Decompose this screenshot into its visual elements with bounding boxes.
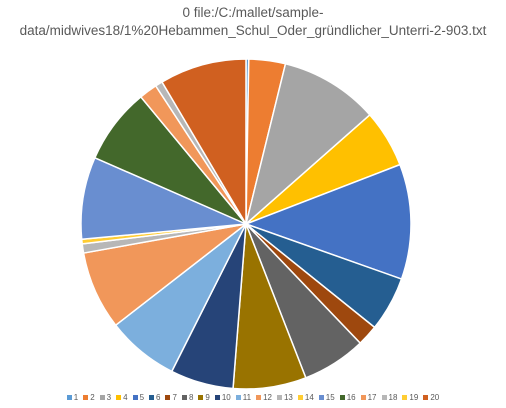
legend-item-6: 6 <box>149 393 160 402</box>
legend-item-3: 3 <box>99 393 112 402</box>
legend-label-12: 12 <box>263 393 272 402</box>
legend-label-15: 15 <box>325 393 335 402</box>
legend-label-9: 9 <box>205 393 210 402</box>
legend-item-12: 12 <box>256 393 272 402</box>
chart-title-line-2: data/midwives18/1%20Hebammen_Schul_Oder_… <box>19 23 487 38</box>
legend-item-10: 10 <box>214 393 231 402</box>
pie-slice-5 <box>243 163 412 280</box>
legend-swatch-17 <box>360 395 366 400</box>
legend-item-8: 8 <box>181 393 194 402</box>
legend-label-11: 11 <box>242 393 252 402</box>
legend-item-15: 15 <box>318 393 335 402</box>
legend-label-7: 7 <box>172 393 177 402</box>
legend-swatch-15 <box>318 395 324 400</box>
legend-item-11: 11 <box>235 393 252 402</box>
legend-label-3: 3 <box>106 393 112 402</box>
legend-swatch-18 <box>381 395 387 400</box>
legend-swatch-20 <box>423 395 429 400</box>
pie-slice-3 <box>244 62 371 227</box>
legend-swatch-2 <box>83 395 89 400</box>
legend-swatch-4 <box>116 395 122 400</box>
chart-title-line-1: 0 file:/C:/mallet/sample- <box>182 5 324 20</box>
legend-swatch-13 <box>276 395 282 400</box>
legend-label-1: 1 <box>73 393 79 402</box>
pie-slice-20 <box>161 58 247 227</box>
legend-label-6: 6 <box>156 393 161 402</box>
legend-swatch-11 <box>235 395 241 400</box>
legend-item-19: 19 <box>402 393 418 402</box>
legend-label-20: 20 <box>430 393 440 402</box>
legend-item-9: 9 <box>198 393 210 402</box>
legend-swatch-3 <box>99 395 105 400</box>
legend-label-18: 18 <box>388 393 398 402</box>
legend-swatch-19 <box>402 395 408 400</box>
legend-swatch-9 <box>198 395 204 400</box>
legend-swatch-5 <box>132 395 138 400</box>
legend-label-14: 14 <box>304 393 314 402</box>
legend-item-1: 1 <box>66 393 79 402</box>
legend-swatch-6 <box>149 395 155 400</box>
legend-label-10: 10 <box>221 393 231 402</box>
legend-label-2: 2 <box>90 393 95 402</box>
legend-swatch-1 <box>66 395 72 400</box>
legend-item-18: 18 <box>381 393 398 402</box>
legend-label-8: 8 <box>188 393 194 402</box>
legend-item-5: 5 <box>132 393 145 402</box>
legend-swatch-8 <box>181 395 187 400</box>
legend-item-17: 17 <box>360 393 377 402</box>
legend-item-14: 14 <box>297 393 314 402</box>
legend-swatch-12 <box>256 395 262 400</box>
legend-swatch-7 <box>165 395 171 400</box>
legend-swatch-10 <box>214 395 220 400</box>
legend-label-5: 5 <box>139 393 145 402</box>
legend-label-4: 4 <box>123 393 128 402</box>
legend-item-13: 13 <box>276 393 293 402</box>
legend-item-20: 20 <box>423 393 439 402</box>
legend-item-16: 16 <box>339 393 356 402</box>
legend-swatch-16 <box>339 395 345 400</box>
legend-label-17: 17 <box>367 393 377 402</box>
legend: 1 2 3 4 5 6 7 8 9 10 11 12 13 14 15 16 17 18 19 20 <box>0 393 506 402</box>
legend-swatch-14 <box>297 395 303 400</box>
legend-item-2: 2 <box>83 393 95 402</box>
legend-label-13: 13 <box>283 393 293 402</box>
legend-item-4: 4 <box>116 393 128 402</box>
legend-label-19: 19 <box>409 393 419 402</box>
legend-item-7: 7 <box>165 393 177 402</box>
legend-label-16: 16 <box>346 393 356 402</box>
